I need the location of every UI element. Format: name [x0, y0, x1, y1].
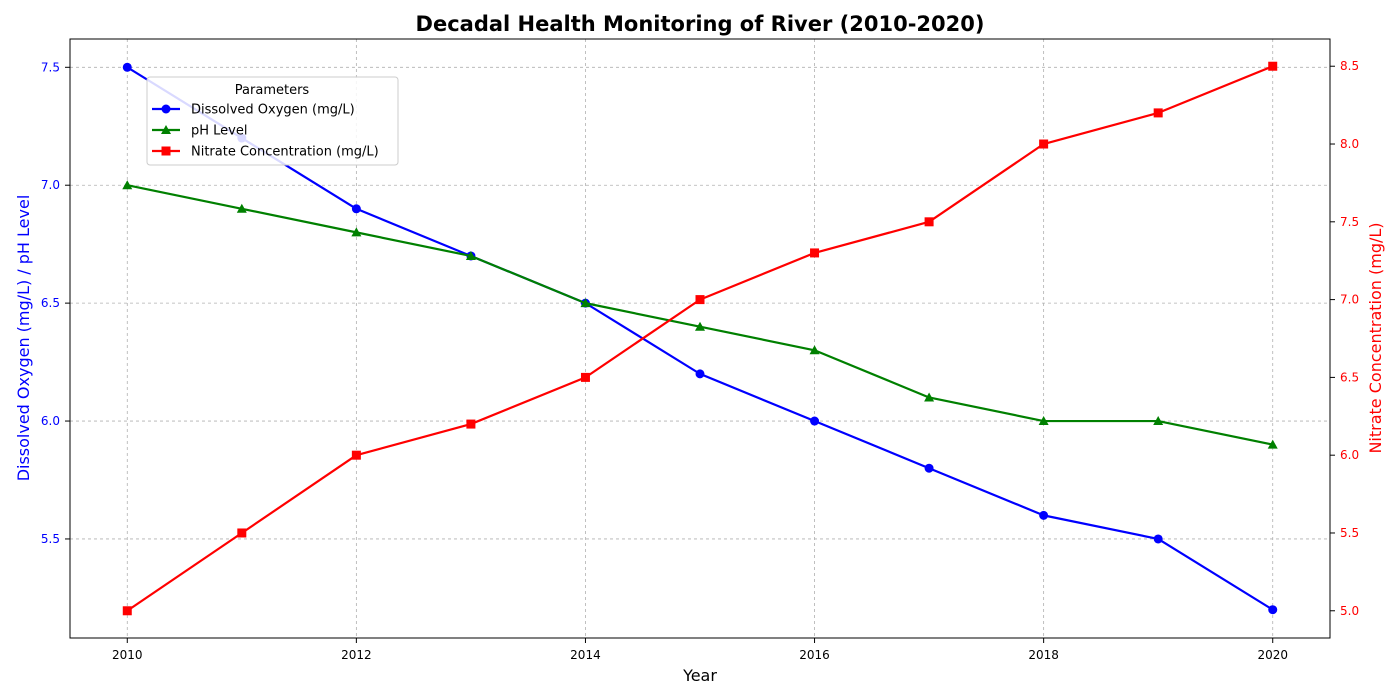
- x-axis-label: Year: [682, 666, 717, 685]
- data-point: [236, 203, 247, 213]
- y-right-tick-label: 5.0: [1340, 604, 1359, 618]
- y-left-tick-label: 7.5: [41, 60, 60, 74]
- data-point: [924, 392, 935, 402]
- data-point: [1153, 534, 1163, 544]
- legend-label: Dissolved Oxygen (mg/L): [191, 103, 355, 118]
- data-point: [924, 463, 934, 473]
- data-point: [809, 345, 820, 355]
- legend-marker: [161, 125, 171, 134]
- y-right-tick-label: 5.5: [1340, 526, 1359, 540]
- axes-layer: 2010 2012 2014 2016 2018 2020 5.5 6.0 6.5 7.0 7.5 5…: [41, 59, 1359, 662]
- legend: Parameters Dissolved Oxygen (mg/L) pH Lev…: [146, 76, 399, 166]
- legend-entry: Nitrate Concentration (mg/L): [152, 145, 379, 160]
- legend-title: Parameters: [235, 83, 310, 98]
- chart-title: Decadal Health Monitoring of River (2010…: [416, 12, 985, 36]
- data-point: [695, 321, 705, 331]
- legend-entry: Dissolved Oxygen (mg/L): [152, 103, 355, 118]
- data-point: [1268, 605, 1278, 615]
- legend-label: pH Level: [191, 124, 247, 139]
- data-point: [1039, 139, 1049, 149]
- data-point: [810, 248, 820, 258]
- y-right-tick-label: 6.5: [1340, 370, 1359, 384]
- data-point: [122, 62, 132, 72]
- x-tick-label: 2016: [799, 648, 830, 662]
- data-point: [1267, 439, 1278, 449]
- data-point: [351, 204, 361, 214]
- data-point: [810, 416, 820, 426]
- plot-frame: [69, 38, 1331, 639]
- data-point: [122, 180, 133, 190]
- data-point: [351, 450, 361, 460]
- y-right-tick-label: 7.0: [1340, 293, 1359, 307]
- y-right-tick-label: 8.0: [1340, 137, 1359, 151]
- data-point: [580, 372, 590, 382]
- data-point: [1038, 416, 1049, 426]
- data-point: [1153, 108, 1163, 118]
- x-tick-label: 2012: [341, 648, 372, 662]
- legend-items: Dissolved Oxygen (mg/L) pH Level Nitrate C…: [152, 103, 379, 160]
- x-tick-label: 2014: [570, 648, 601, 662]
- legend-entry: pH Level: [152, 124, 247, 139]
- series-layer: [122, 61, 1278, 616]
- y-axis-right-label: Nitrate Concentration (mg/L): [1366, 222, 1385, 453]
- series-ph-level: [122, 180, 1278, 449]
- x-tick-label: 2010: [112, 648, 143, 662]
- y-right-tick-label: 6.0: [1340, 448, 1359, 462]
- x-tick-label: 2020: [1257, 648, 1288, 662]
- data-point: [1153, 416, 1164, 426]
- data-point: [695, 369, 705, 379]
- series-nitrate-concentration-mg-l: [122, 61, 1278, 616]
- x-tick-label: 2018: [1028, 648, 1059, 662]
- legend-box: [146, 76, 399, 166]
- data-point: [1268, 61, 1278, 71]
- data-point: [237, 528, 247, 538]
- y-left-tick-label: 7.0: [41, 178, 60, 192]
- data-point: [122, 606, 132, 616]
- legend-marker: [161, 104, 171, 114]
- data-point: [580, 298, 591, 308]
- legend-marker: [161, 146, 171, 156]
- data-point: [924, 217, 934, 227]
- data-point: [465, 250, 476, 260]
- y-right-tick-label: 8.5: [1340, 59, 1359, 73]
- y-right-tick-label: 7.5: [1340, 215, 1359, 229]
- data-point: [1039, 510, 1049, 520]
- data-point: [695, 295, 705, 305]
- y-left-tick-label: 6.0: [41, 414, 60, 428]
- y-axis-left-label: Dissolved Oxygen (mg/L) / pH Level: [14, 195, 33, 482]
- data-point: [466, 419, 476, 429]
- legend-label: Nitrate Concentration (mg/L): [191, 145, 379, 160]
- y-left-tick-label: 6.5: [41, 296, 60, 310]
- series-line: [127, 184, 1273, 446]
- y-left-tick-label: 5.5: [41, 532, 60, 546]
- data-point: [351, 227, 362, 237]
